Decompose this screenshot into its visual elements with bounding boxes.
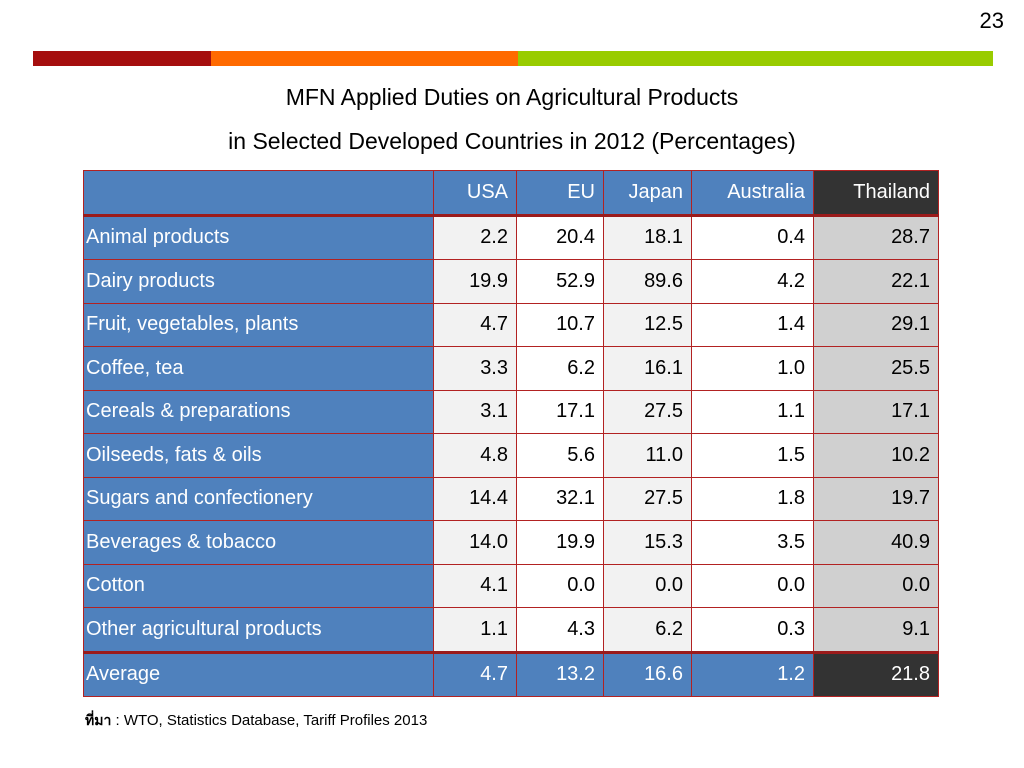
- average-japan: 16.6: [603, 650, 692, 697]
- header-cell-australia: Australia: [691, 170, 814, 217]
- source-text: : WTO, Statistics Database, Tariff Profi…: [111, 712, 428, 729]
- cell-usa: 14.0: [433, 520, 517, 565]
- cell-category: Other agricultural products: [83, 607, 434, 653]
- cell-thailand: 10.2: [813, 433, 939, 478]
- table-row: Cereals & preparations 3.1 17.1 27.5 1.1 17.1: [83, 389, 939, 434]
- cell-japan: 0.0: [603, 563, 692, 608]
- cell-australia: 0.4: [691, 214, 814, 260]
- cell-usa: 4.7: [433, 302, 517, 347]
- cell-category: Cereals & preparations: [83, 389, 434, 434]
- header-cell-japan: Japan: [603, 170, 692, 217]
- color-bar-segment-red: [33, 51, 211, 66]
- cell-category: Sugars and confectionery: [83, 476, 434, 521]
- cell-australia: 1.0: [691, 346, 814, 391]
- average-usa: 4.7: [433, 650, 517, 697]
- cell-usa: 14.4: [433, 476, 517, 521]
- cell-category: Coffee, tea: [83, 346, 434, 391]
- cell-japan: 27.5: [603, 476, 692, 521]
- cell-japan: 16.1: [603, 346, 692, 391]
- cell-thailand: 28.7: [813, 214, 939, 260]
- table-row: Fruit, vegetables, plants 4.7 10.7 12.5 1.4 2…: [83, 302, 939, 347]
- average-row: Average 4.7 13.2 16.6 1.2 21.8: [83, 650, 939, 697]
- cell-category: Dairy products: [83, 259, 434, 304]
- cell-eu: 52.9: [516, 259, 604, 304]
- cell-thailand: 29.1: [813, 302, 939, 347]
- average-eu: 13.2: [516, 650, 604, 697]
- cell-thailand: 22.1: [813, 259, 939, 304]
- cell-eu: 10.7: [516, 302, 604, 347]
- cell-usa: 1.1: [433, 607, 517, 653]
- cell-australia: 1.8: [691, 476, 814, 521]
- cell-australia: 0.3: [691, 607, 814, 653]
- table-row: Cotton 4.1 0.0 0.0 0.0 0.0: [83, 563, 939, 608]
- page-number: 23: [979, 8, 1004, 33]
- table-row: Other agricultural products 1.1 4.3 6.2 0.3 9…: [83, 607, 939, 653]
- cell-eu: 6.2: [516, 346, 604, 391]
- cell-thailand: 0.0: [813, 563, 939, 608]
- cell-usa: 2.2: [433, 214, 517, 260]
- header-cell-category: [83, 170, 434, 217]
- cell-usa: 3.3: [433, 346, 517, 391]
- header-cell-thailand: Thailand: [813, 170, 939, 217]
- table-row: Oilseeds, fats & oils 4.8 5.6 11.0 1.5 10.2: [83, 433, 939, 478]
- cell-eu: 4.3: [516, 607, 604, 653]
- table-row: Sugars and confectionery 14.4 32.1 27.5 1.8 1…: [83, 476, 939, 521]
- cell-category: Cotton: [83, 563, 434, 608]
- source-label: ที่มา: [85, 713, 112, 729]
- cell-eu: 19.9: [516, 520, 604, 565]
- cell-japan: 18.1: [603, 214, 692, 260]
- cell-thailand: 40.9: [813, 520, 939, 565]
- cell-category: Fruit, vegetables, plants: [83, 302, 434, 347]
- cell-australia: 4.2: [691, 259, 814, 304]
- cell-australia: 3.5: [691, 520, 814, 565]
- cell-category: Animal products: [83, 214, 434, 260]
- average-australia: 1.2: [691, 650, 814, 697]
- cell-usa: 4.1: [433, 563, 517, 608]
- cell-australia: 1.5: [691, 433, 814, 478]
- average-thailand: 21.8: [813, 650, 939, 697]
- page-title-line-2: in Selected Developed Countries in 2012 …: [228, 128, 796, 154]
- cell-eu: 5.6: [516, 433, 604, 478]
- table-header-row: USA EU Japan Australia Thailand: [83, 170, 939, 217]
- cell-category: Beverages & tobacco: [83, 520, 434, 565]
- table-row: Coffee, tea 3.3 6.2 16.1 1.0 25.5: [83, 346, 939, 391]
- cell-thailand: 17.1: [813, 389, 939, 434]
- decorative-color-bar: [33, 51, 993, 66]
- cell-usa: 4.8: [433, 433, 517, 478]
- table-row: Beverages & tobacco 14.0 19.9 15.3 3.5 40.9: [83, 520, 939, 565]
- cell-japan: 89.6: [603, 259, 692, 304]
- cell-thailand: 25.5: [813, 346, 939, 391]
- cell-australia: 1.1: [691, 389, 814, 434]
- cell-japan: 12.5: [603, 302, 692, 347]
- cell-eu: 20.4: [516, 214, 604, 260]
- cell-japan: 6.2: [603, 607, 692, 653]
- cell-eu: 32.1: [516, 476, 604, 521]
- cell-eu: 17.1: [516, 389, 604, 434]
- cell-eu: 0.0: [516, 563, 604, 608]
- cell-australia: 1.4: [691, 302, 814, 347]
- cell-category: Oilseeds, fats & oils: [83, 433, 434, 478]
- average-label: Average: [83, 650, 434, 697]
- header-cell-eu: EU: [516, 170, 604, 217]
- cell-usa: 19.9: [433, 259, 517, 304]
- source-note: ที่มา : WTO, Statistics Database, Tariff…: [85, 710, 427, 732]
- page-title-line-1: MFN Applied Duties on Agricultural Produ…: [285, 84, 739, 110]
- color-bar-segment-orange: [211, 51, 518, 66]
- cell-japan: 15.3: [603, 520, 692, 565]
- color-bar-segment-green: [518, 51, 993, 66]
- cell-usa: 3.1: [433, 389, 517, 434]
- duties-table: USA EU Japan Australia Thailand Animal p…: [83, 170, 939, 697]
- table-row: Animal products 2.2 20.4 18.1 0.4 28.7: [83, 214, 939, 260]
- table-row: Dairy products 19.9 52.9 89.6 4.2 22.1: [83, 259, 939, 304]
- cell-thailand: 9.1: [813, 607, 939, 653]
- cell-australia: 0.0: [691, 563, 814, 608]
- cell-japan: 27.5: [603, 389, 692, 434]
- cell-japan: 11.0: [603, 433, 692, 478]
- header-cell-usa: USA: [433, 170, 517, 217]
- cell-thailand: 19.7: [813, 476, 939, 521]
